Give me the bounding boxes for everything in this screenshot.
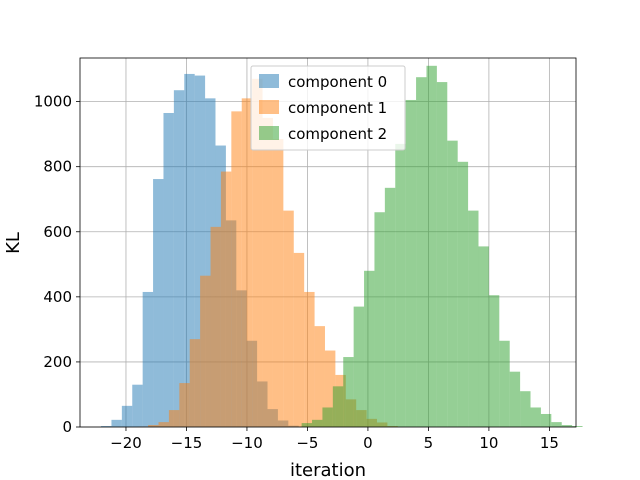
- bar-series-1-bin-1: [148, 425, 159, 427]
- bar-series-2-bin-9: [395, 143, 406, 427]
- legend-label-0: component 0: [288, 73, 387, 91]
- bar-series-1-bin-8: [220, 171, 232, 427]
- bar-series-2-bin-14: [447, 140, 458, 427]
- y-tick-label: 400: [43, 288, 72, 306]
- bar-series-2-bin-12: [426, 65, 437, 428]
- bar-series-2-bin-11: [416, 77, 427, 427]
- x-tick-label: −5: [296, 434, 318, 452]
- bar-series-1-bin-12: [262, 117, 273, 427]
- y-tick-label: 600: [43, 223, 72, 241]
- bar-series-2-bin-20: [509, 371, 521, 427]
- x-tick-label: −15: [171, 434, 203, 452]
- x-tick-label: 10: [479, 434, 498, 452]
- bar-series-1-bin-13: [272, 139, 284, 427]
- bar-series-0-bin-6: [163, 112, 174, 427]
- bar-series-0-bin-3: [132, 384, 143, 427]
- x-axis-label: iteration: [290, 460, 366, 480]
- bar-series-1-bin-16: [304, 291, 315, 427]
- bar-series-0-bin-2: [121, 405, 133, 427]
- bar-series-1-bin-5: [189, 339, 201, 427]
- bar-series-2-bin-18: [488, 295, 500, 427]
- legend-box: [250, 65, 406, 151]
- bar-series-0-bin-0: [101, 426, 112, 427]
- bar-series-2-bin-26: [572, 426, 583, 427]
- legend-swatch-1: [259, 100, 279, 114]
- bar-series-1-bin-2: [158, 422, 169, 427]
- legend: component 0 component 1 component 2: [250, 65, 406, 151]
- bar-series-2-bin-6: [364, 270, 375, 427]
- bar-series-1-bin-6: [200, 275, 211, 427]
- x-tick-label: 15: [540, 434, 559, 452]
- bar-series-1-bin-15: [293, 252, 305, 427]
- bar-series-1-bin-17: [314, 326, 325, 427]
- bar-series-2-bin-21: [520, 391, 531, 427]
- bar-series-0-bin-10: [205, 98, 216, 427]
- bar-series-2-bin-8: [384, 187, 396, 427]
- bar-series-0-bin-8: [184, 73, 195, 427]
- legend-label-1: component 1: [288, 99, 387, 117]
- bar-series-1-bin-4: [179, 383, 190, 427]
- x-tick-label: −10: [231, 434, 263, 452]
- bar-series-2-bin-25: [561, 425, 573, 427]
- y-tick-label: 1000: [34, 93, 72, 111]
- bar-series-2-bin-19: [499, 340, 510, 427]
- bar-series-0-bin-4: [142, 291, 154, 427]
- bar-series-2-bin-22: [530, 407, 541, 427]
- bar-series-1-bin-9: [231, 111, 242, 427]
- bar-series-2-bin-3: [332, 386, 344, 427]
- x-tick-label: 5: [424, 434, 434, 452]
- x-tick-label: −20: [110, 434, 142, 452]
- bar-series-2-bin-1: [312, 419, 323, 427]
- bar-series-2-bin-13: [436, 82, 448, 427]
- y-axis-label: KL: [3, 232, 24, 254]
- bar-series-2-bin-17: [478, 246, 489, 427]
- bar-series-1-bin-11: [252, 78, 263, 428]
- bar-series-0-bin-1: [111, 419, 122, 427]
- legend-swatch-0: [259, 74, 279, 88]
- bar-series-2-bin-2: [322, 407, 333, 427]
- bar-series-0-bin-7: [173, 90, 185, 427]
- y-tick-label: 800: [43, 158, 72, 176]
- bar-series-2-bin-15: [457, 161, 469, 428]
- y-tick-label: 0: [62, 418, 72, 436]
- bar-series-1-bin-3: [168, 410, 180, 427]
- bar-series-1-bin-7: [210, 226, 221, 427]
- axes-layer: −20 −15 −10 −5 0 5 10 15 0 200 400 600 800 1000: [34, 57, 577, 452]
- bar-series-2-bin-16: [468, 210, 479, 427]
- plot-frame: [79, 57, 577, 428]
- bars-layer: [101, 65, 583, 428]
- bar-series-0-bin-5: [153, 179, 164, 427]
- bar-series-1-bin-10: [241, 98, 253, 427]
- bar-series-2-bin-23: [540, 413, 552, 427]
- y-tick-label: 200: [43, 353, 72, 371]
- bar-series-2-bin-10: [405, 99, 417, 427]
- bar-series-0-bin-9: [194, 75, 206, 428]
- legend-label-2: component 2: [288, 125, 387, 143]
- bar-series-1-bin-14: [283, 210, 294, 427]
- legend-swatch-2: [259, 126, 279, 140]
- bar-series-1-bin-18: [324, 350, 336, 427]
- bar-series-2-bin-24: [551, 422, 562, 427]
- bar-series-2-bin-0: [301, 423, 313, 427]
- bar-series-2-bin-4: [343, 357, 354, 427]
- bar-series-2-bin-5: [353, 306, 365, 427]
- x-tick-label: 0: [363, 434, 373, 452]
- bar-series-2-bin-7: [374, 212, 385, 427]
